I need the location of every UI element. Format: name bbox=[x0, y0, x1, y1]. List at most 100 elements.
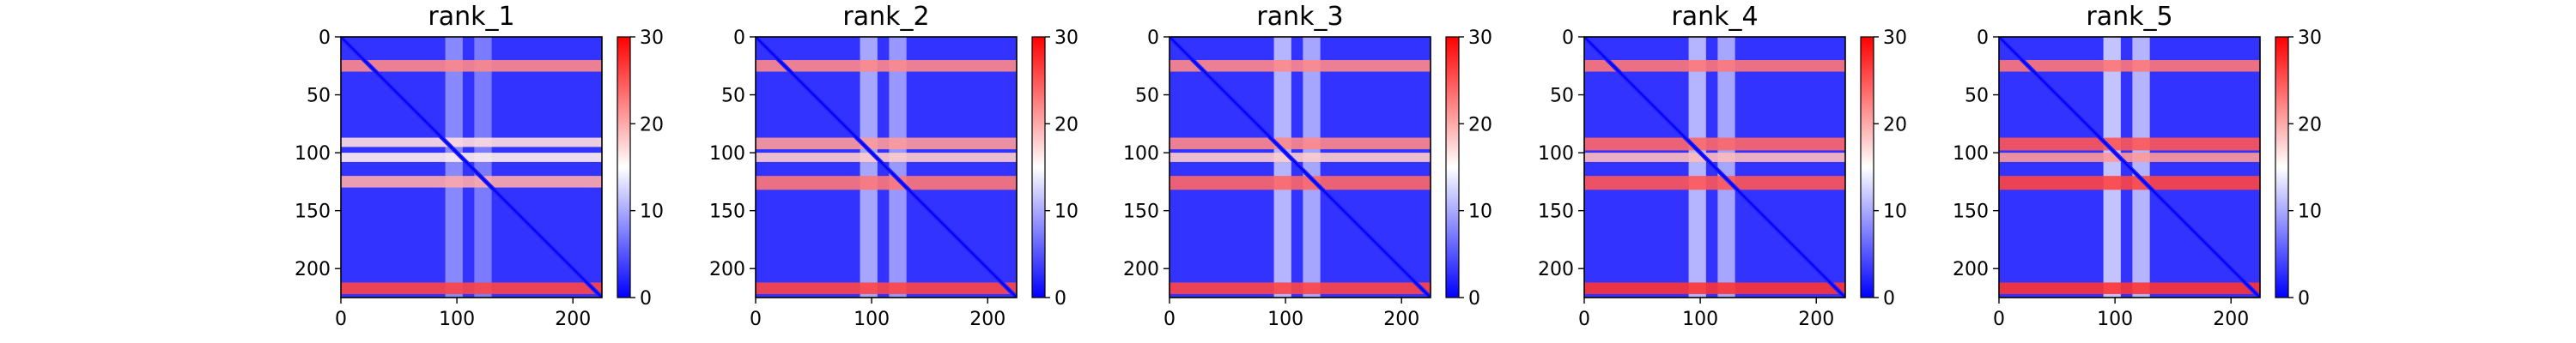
x-tick-label: 0 bbox=[750, 309, 762, 330]
heatmap-col-band-2 bbox=[2132, 37, 2150, 298]
heatmap-row-band-5 bbox=[1584, 282, 1845, 294]
heatmap-col-band-1 bbox=[860, 37, 878, 298]
panel-title: rank_4 bbox=[1671, 2, 1758, 32]
heatmap-row-band-4 bbox=[1584, 176, 1845, 190]
x-tick-label: 200 bbox=[1798, 309, 1834, 330]
y-tick-label: 150 bbox=[709, 202, 745, 223]
heatmap-col-band-2 bbox=[1303, 37, 1321, 298]
panel-title: rank_2 bbox=[842, 2, 929, 32]
x-tick-label: 0 bbox=[1993, 309, 2005, 330]
heatmap-diagonal-core bbox=[756, 37, 1017, 298]
x-tick-label: 100 bbox=[1682, 309, 1718, 330]
plot-frame bbox=[1583, 36, 1846, 298]
plot-frame bbox=[340, 36, 603, 298]
y-tick-label: 150 bbox=[1953, 202, 1989, 223]
heatmap-col-band-2 bbox=[889, 37, 907, 298]
x-tick-label: 0 bbox=[1163, 309, 1176, 330]
x-tick-label: 0 bbox=[335, 309, 347, 330]
colorbar-tick-label: 20 bbox=[1883, 114, 1907, 135]
y-tick-label: 50 bbox=[1965, 86, 1989, 107]
y-tick-label: 150 bbox=[1538, 202, 1574, 223]
y-tick-label: 0 bbox=[733, 27, 745, 49]
heatmap-row-band-3 bbox=[756, 153, 1017, 162]
heatmap-row-band-2 bbox=[1584, 137, 1845, 151]
heatmap-row-band-5 bbox=[1999, 282, 2260, 294]
y-tick-label: 0 bbox=[1147, 27, 1159, 49]
colorbar-tick-label: 30 bbox=[640, 27, 664, 49]
y-tick-label: 0 bbox=[1562, 27, 1574, 49]
y-tick-label: 50 bbox=[721, 86, 745, 107]
y-tick-label: 100 bbox=[1953, 143, 1989, 165]
colorbar-tick-label: 30 bbox=[1054, 27, 1078, 49]
colorbar: 0 10 20 30 bbox=[1445, 27, 1492, 310]
colorbar-tick-label: 0 bbox=[1468, 288, 1480, 310]
colorbar-tick-label: 30 bbox=[1883, 27, 1907, 49]
heatmap-row-band-4 bbox=[1999, 176, 2260, 190]
heatmap-col-band-1 bbox=[445, 37, 463, 298]
heatmap-col-band-1 bbox=[1273, 37, 1291, 298]
colorbar-gradient bbox=[2275, 36, 2289, 298]
colorbar-tick-label: 10 bbox=[2298, 202, 2322, 223]
heatmap-row-band-2 bbox=[1999, 137, 2260, 151]
x-tick-label: 200 bbox=[2213, 309, 2249, 330]
heatmap-row-band-3 bbox=[1170, 153, 1431, 162]
heatmap-row-band-5 bbox=[341, 282, 602, 294]
plot-frame bbox=[1169, 36, 1431, 298]
heatmap-row-band-1 bbox=[1999, 60, 2260, 72]
heatmap-col-band-1 bbox=[1688, 37, 1706, 298]
colorbar-tick-label: 0 bbox=[1883, 288, 1895, 310]
x-tick-label: 200 bbox=[1383, 309, 1419, 330]
y-tick-label: 150 bbox=[295, 202, 331, 223]
colorbar-tick-label: 10 bbox=[1054, 202, 1078, 223]
colorbar-tick-label: 10 bbox=[1468, 202, 1492, 223]
heatmap-cells bbox=[1170, 37, 1431, 298]
colorbar-gradient bbox=[1031, 36, 1046, 298]
colorbar-tick-label: 20 bbox=[2298, 114, 2322, 135]
colorbar-gradient bbox=[1860, 36, 1874, 298]
heatmap-diagonal-core bbox=[341, 37, 602, 298]
y-tick-label: 200 bbox=[1123, 259, 1159, 280]
heatmap-row-band-1 bbox=[1584, 60, 1845, 72]
heatmap-row-band-2 bbox=[756, 137, 1017, 150]
heatmap-col-band-2 bbox=[1717, 37, 1735, 298]
heatmap-cells bbox=[756, 37, 1017, 298]
heatmap-row-band-4 bbox=[1170, 176, 1431, 190]
x-tick-label: 0 bbox=[1578, 309, 1590, 330]
y-tick-label: 200 bbox=[1538, 259, 1574, 280]
heatmap-diagonal-core bbox=[1999, 37, 2260, 298]
colorbar: 0 10 20 30 bbox=[1031, 27, 1078, 310]
panel-title: rank_1 bbox=[428, 2, 514, 32]
panel-title: rank_3 bbox=[1256, 2, 1343, 32]
x-tick-label: 100 bbox=[854, 309, 890, 330]
colorbar-tick-label: 0 bbox=[1054, 288, 1066, 310]
heatmap-diagonal-core bbox=[1170, 37, 1431, 298]
heatmap-panel-4: rank_4 0 100 200 0 50 100 150 200 0 10 20 30 bbox=[1538, 2, 1907, 330]
y-tick-label: 200 bbox=[1953, 259, 1989, 280]
heatmap-row-band-3 bbox=[341, 153, 602, 162]
heatmap-cells bbox=[1584, 37, 1845, 298]
heatmap-col-band-1 bbox=[2103, 37, 2121, 298]
heatmap-panel-2: rank_2 0 100 200 0 50 100 150 200 0 10 20 30 bbox=[709, 2, 1078, 330]
y-tick-label: 50 bbox=[307, 86, 331, 107]
colorbar: 0 10 20 30 bbox=[617, 27, 664, 310]
colorbar-tick-label: 20 bbox=[1468, 114, 1492, 135]
x-tick-label: 100 bbox=[2097, 309, 2133, 330]
heatmap-cells bbox=[341, 37, 602, 298]
heatmap-row-band-4 bbox=[341, 176, 602, 188]
heatmap-row-band-3 bbox=[1584, 153, 1845, 162]
colorbar-gradient bbox=[1445, 36, 1460, 298]
heatmap-row-band-1 bbox=[341, 60, 602, 72]
plot-frame bbox=[1998, 36, 2261, 298]
heatmap-row-band-3 bbox=[1999, 153, 2260, 162]
colorbar-tick-label: 20 bbox=[1054, 114, 1078, 135]
x-tick-label: 100 bbox=[1267, 309, 1303, 330]
y-tick-label: 100 bbox=[295, 143, 331, 165]
colorbar: 0 10 20 30 bbox=[1860, 27, 1907, 310]
y-tick-label: 50 bbox=[1550, 86, 1574, 107]
heatmap-row-band-5 bbox=[1170, 282, 1431, 294]
heatmap-row-band-1 bbox=[1170, 60, 1431, 72]
y-tick-label: 0 bbox=[319, 27, 331, 49]
x-tick-label: 200 bbox=[969, 309, 1005, 330]
